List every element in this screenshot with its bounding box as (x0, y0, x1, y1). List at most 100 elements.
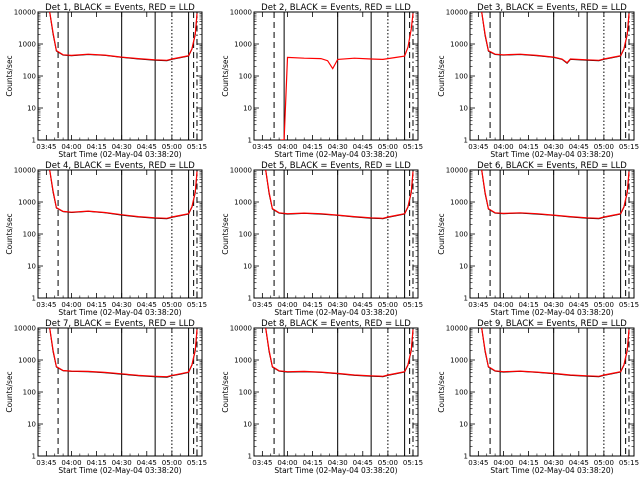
y-tick-label: 10 (243, 263, 252, 271)
y-tick-label: 10 (27, 421, 36, 429)
y-tick-label: 10000 (14, 9, 36, 17)
panel-title: Det 5, BLACK = Events, RED = LLD (261, 161, 411, 171)
y-axis-label: Counts/sec (221, 213, 230, 254)
y-tick-label: 10000 (14, 325, 36, 333)
x-tick-label: 03:45 (468, 301, 488, 309)
y-tick-label: 100 (239, 73, 252, 81)
x-tick-label: 04:15 (518, 459, 538, 467)
events-series-line (481, 170, 630, 220)
plot-frame (253, 11, 419, 141)
y-tick-label: 100 (455, 73, 468, 81)
x-tick-label: 05:00 (378, 459, 398, 467)
y-tick-label: 100 (23, 73, 36, 81)
x-axis-label: Start Time (02-May-04 03:38:20) (58, 308, 181, 317)
y-tick-label: 100 (239, 231, 252, 239)
x-tick-label: 05:00 (378, 143, 398, 151)
x-axis-label: Start Time (02-May-04 03:38:20) (58, 150, 181, 159)
panel-title: Det 2, BLACK = Events, RED = LLD (261, 3, 411, 13)
y-tick-label: 1000 (18, 199, 36, 207)
y-tick-label: 1 (248, 137, 252, 145)
x-tick-label: 04:30 (544, 459, 564, 467)
y-tick-label: 1 (32, 295, 36, 303)
y-tick-label: 10 (459, 105, 468, 113)
x-tick-label: 05:15 (403, 143, 423, 151)
y-axis-label: Counts/sec (437, 371, 446, 412)
panel-title: Det 6, BLACK = Events, RED = LLD (477, 161, 627, 171)
x-tick-label: 05:00 (162, 143, 182, 151)
x-tick-label: 03:45 (468, 459, 488, 467)
events-series-line (49, 170, 198, 220)
detector-panel: Det 7, BLACK = Events, RED = LLD 1 10 100 10… (5, 319, 207, 475)
x-tick-label: 05:15 (619, 143, 639, 151)
y-tick-label: 100 (23, 231, 36, 239)
x-tick-label: 05:00 (594, 301, 614, 309)
x-tick-label: 04:30 (544, 143, 564, 151)
x-axis-label: Start Time (02-May-04 03:38:20) (58, 466, 181, 475)
x-tick-label: 04:00 (493, 459, 513, 467)
detector-panel: Det 5, BLACK = Events, RED = LLD 1 10 100 10… (221, 161, 423, 317)
y-tick-label: 10000 (230, 167, 252, 175)
y-tick-label: 100 (455, 231, 468, 239)
x-tick-label: 04:30 (328, 459, 348, 467)
y-tick-label: 1 (248, 295, 252, 303)
y-axis-label: Counts/sec (437, 213, 446, 254)
lld-series-line (49, 12, 198, 61)
panel-title: Det 8, BLACK = Events, RED = LLD (261, 319, 411, 329)
x-tick-label: 04:00 (61, 143, 81, 151)
lld-series-line (49, 328, 198, 378)
x-tick-label: 04:30 (112, 459, 132, 467)
x-tick-label: 03:45 (252, 143, 272, 151)
x-tick-label: 05:00 (594, 143, 614, 151)
x-tick-label: 04:30 (328, 143, 348, 151)
x-tick-label: 05:15 (187, 459, 207, 467)
x-tick-label: 05:00 (594, 459, 614, 467)
x-tick-label: 03:45 (36, 143, 56, 151)
y-tick-label: 1 (464, 137, 468, 145)
y-axis-label: Counts/sec (221, 55, 230, 96)
x-tick-label: 04:15 (302, 301, 322, 309)
y-tick-label: 1000 (450, 199, 468, 207)
y-tick-label: 10 (243, 105, 252, 113)
y-tick-label: 10000 (230, 325, 252, 333)
x-tick-label: 05:15 (403, 301, 423, 309)
lld-series-line (481, 12, 630, 64)
y-axis-label: Counts/sec (5, 55, 14, 96)
panel-title: Det 9, BLACK = Events, RED = LLD (477, 319, 627, 329)
events-series-line (265, 170, 414, 220)
x-tick-label: 04:00 (493, 143, 513, 151)
y-tick-label: 1000 (450, 41, 468, 49)
x-axis-label: Start Time (02-May-04 03:38:20) (274, 466, 397, 475)
x-tick-label: 05:00 (162, 459, 182, 467)
x-tick-label: 04:45 (137, 459, 157, 467)
x-tick-label: 04:45 (137, 143, 157, 151)
y-axis-label: Counts/sec (5, 371, 14, 412)
x-tick-label: 05:15 (619, 301, 639, 309)
detector-panel: Det 8, BLACK = Events, RED = LLD 1 10 100 10… (221, 319, 423, 475)
y-tick-label: 1000 (234, 357, 252, 365)
y-tick-label: 10000 (446, 167, 468, 175)
x-axis-label: Start Time (02-May-04 03:38:20) (490, 466, 613, 475)
x-axis-label: Start Time (02-May-04 03:38:20) (274, 150, 397, 159)
y-axis-label: Counts/sec (5, 213, 14, 254)
lld-series-line (265, 170, 414, 219)
x-axis-label: Start Time (02-May-04 03:38:20) (490, 150, 613, 159)
detector-panel: Det 4, BLACK = Events, RED = LLD 1 10 100 10… (5, 161, 207, 317)
x-tick-label: 03:45 (36, 459, 56, 467)
detector-panel: Det 9, BLACK = Events, RED = LLD 1 10 100 10… (437, 319, 639, 475)
x-tick-label: 05:00 (378, 301, 398, 309)
detector-panel: Det 6, BLACK = Events, RED = LLD 1 10 100 10… (437, 161, 639, 317)
x-tick-label: 04:15 (86, 301, 106, 309)
y-tick-label: 100 (239, 389, 252, 397)
x-tick-label: 04:45 (353, 143, 373, 151)
plot-frame (253, 169, 419, 299)
x-tick-label: 04:00 (277, 301, 297, 309)
detector-panel: Det 1, BLACK = Events, RED = LLD 1 10 100 10… (5, 3, 207, 159)
x-tick-label: 04:00 (277, 143, 297, 151)
plot-frame (253, 327, 419, 457)
panel-title: Det 1, BLACK = Events, RED = LLD (45, 3, 195, 13)
x-axis-label: Start Time (02-May-04 03:38:20) (490, 308, 613, 317)
x-tick-label: 05:15 (403, 459, 423, 467)
lld-series-line (481, 328, 630, 377)
lld-series-line (481, 170, 630, 219)
